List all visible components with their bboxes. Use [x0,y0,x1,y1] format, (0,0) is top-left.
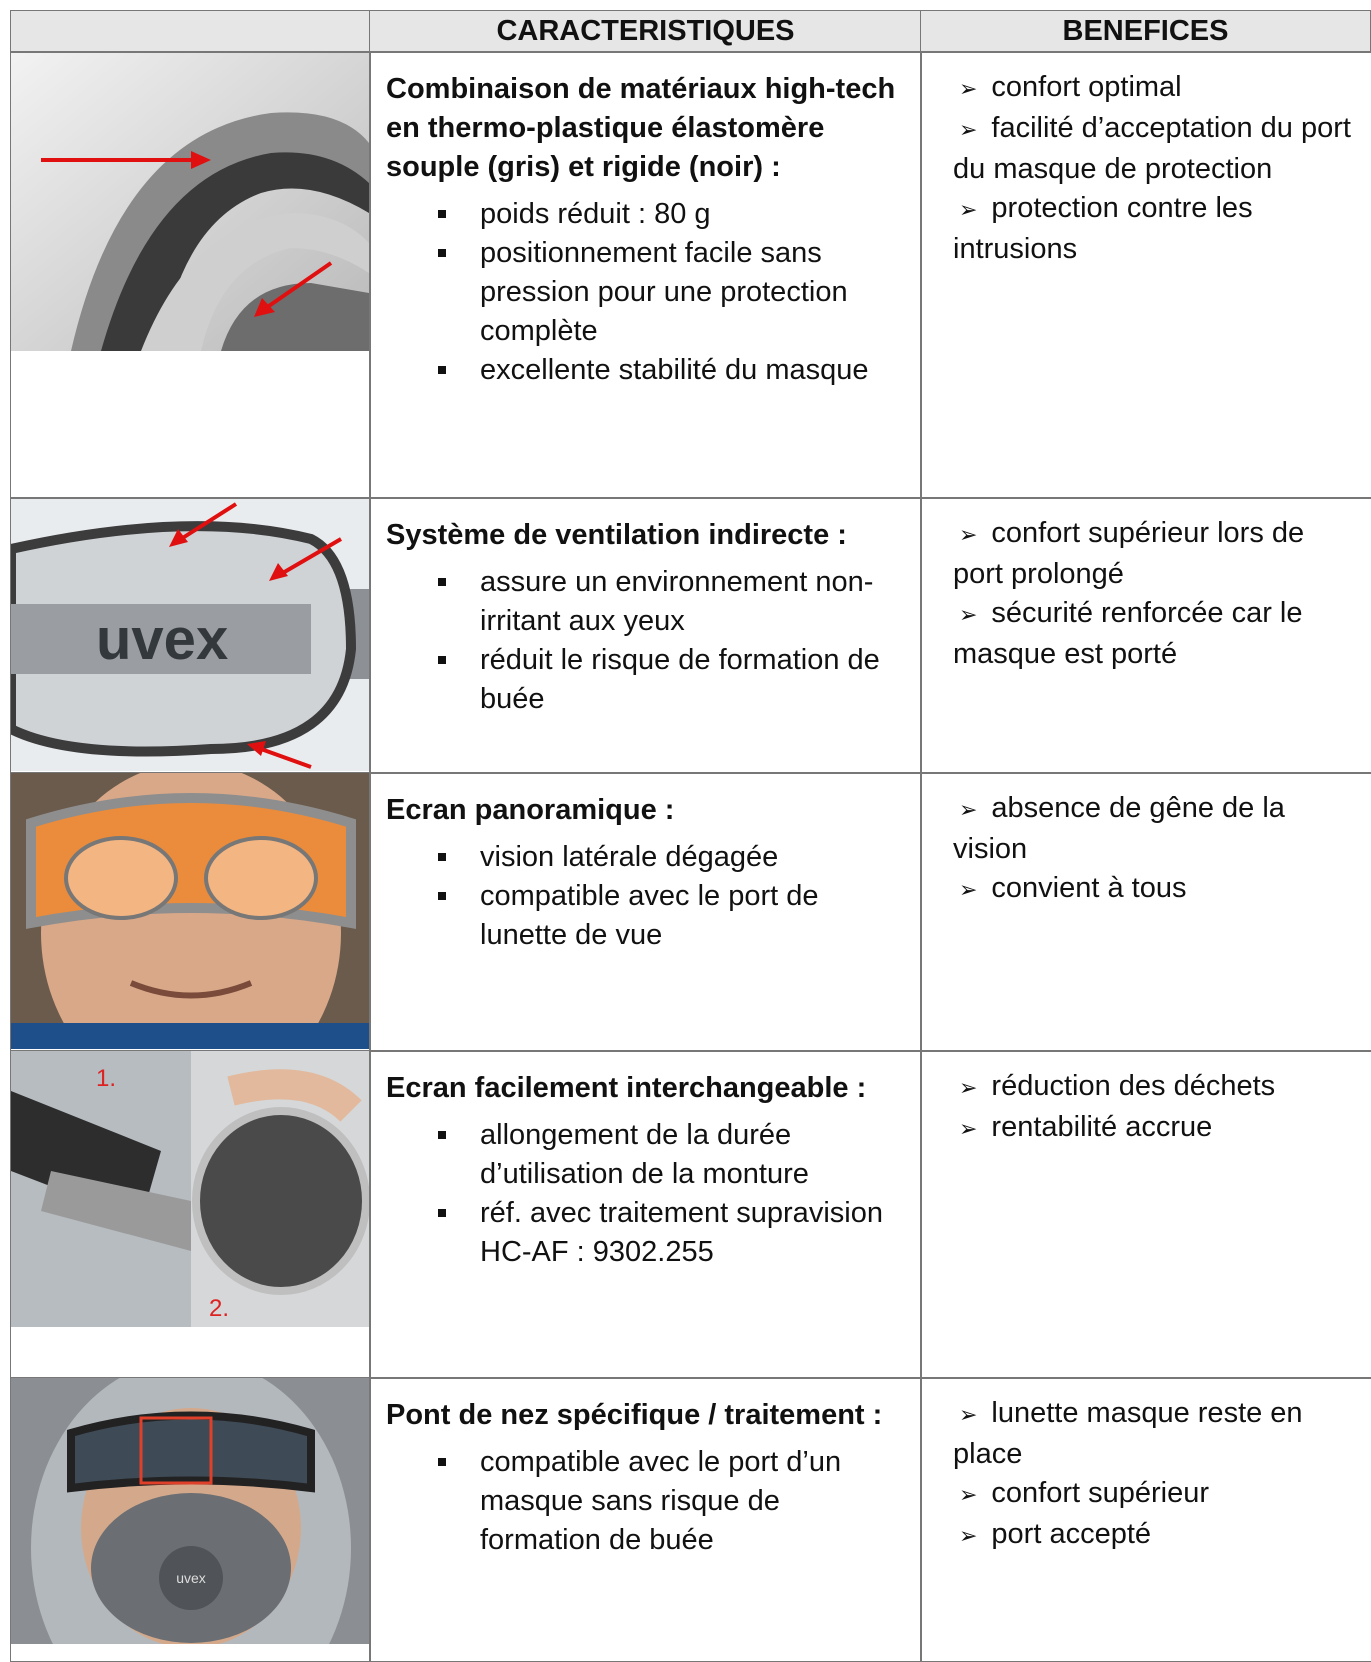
benefit-item: confort optimal [953,68,1362,109]
table-cell: Pont de nez spécifique / traitement : com… [369,1377,922,1662]
image-frame [11,53,369,351]
feature-list: poids réduit : 80 g positionnement facile… [386,195,905,390]
benefit-item: absence de gêne de la vision [953,789,1362,869]
benefit-item: convient à tous [953,869,1362,910]
benefit-item: confort supérieur lors de port prolongé [953,514,1362,594]
image-label: 2. [209,1295,229,1322]
table-cell: Ecran facilement interchangeable : allong… [369,1050,922,1379]
benefit-item: protection contre les intrusions [953,189,1362,269]
feature-title: Pont de nez spécifique / traitement : [386,1399,883,1431]
feature-item: allongement de la durée d’utilisation de… [438,1116,905,1194]
feature-item: excellente stabilité du masque [438,351,905,390]
table-cell: lunette masque reste en placeconfort sup… [920,1377,1371,1662]
benefit-item: sécurité renforcée car le masque est por… [953,594,1362,674]
header: CARACTERISTIQUES [369,10,922,53]
header: BENEFICES [920,10,1371,53]
benefit-item: facilité d’acceptation du port du masque… [953,109,1362,189]
feature-item: positionnement facile sans pression pour… [438,234,905,351]
feature-item: poids réduit : 80 g [438,195,905,234]
feature-list: allongement de la durée d’utilisation de… [386,1116,905,1272]
feature-title: Combinaison de matériaux high-tech en th… [386,73,896,183]
image-label: uvex [176,1570,206,1586]
feature-item: assure un environnement non-irritant aux… [438,563,905,641]
image-label: 1. [96,1065,116,1092]
image-label: uvex [96,607,228,672]
table-cell: Ecran panoramique : vision latérale dégag… [369,772,922,1052]
feature-item: vision latérale dégagée [438,838,905,877]
table-cell: Combinaison de matériaux high-tech en th… [369,51,922,499]
feature-item: réduit le risque de formation de buée [438,641,905,719]
table-cell: absence de gêne de la visionconvient à t… [920,772,1371,1052]
image-frame: 1. 2. [11,1051,369,1327]
feature-list: compatible avec le port d’un masque sans… [386,1443,905,1560]
image-frame [11,773,369,1049]
header-empty [10,10,371,53]
table-cell: confort supérieur lors de port prolongés… [920,497,1371,774]
benefit-item: confort supérieur [953,1474,1362,1515]
feature-title: Ecran facilement interchangeable : [386,1072,867,1104]
benefit-item: lunette masque reste en place [953,1394,1362,1474]
image-frame: uvex [11,499,369,771]
benefit-item: réduction des déchets [953,1067,1362,1108]
table-cell: réduction des déchetsrentabilité accrue [920,1050,1371,1379]
feature-item: compatible avec le port de lunette de vu… [438,877,905,955]
feature-list: assure un environnement non-irritant aux… [386,563,905,719]
table-cell: Système de ventilation indirecte : assure… [369,497,922,774]
table-cell [10,51,371,499]
feature-title: Ecran panoramique : [386,794,675,826]
image-frame: uvex [11,1378,369,1644]
benefit-item: rentabilité accrue [953,1108,1362,1149]
table-cell: confort optimalfacilité d’acceptation du… [920,51,1371,499]
benefit-item: port accepté [953,1515,1362,1556]
feature-item: compatible avec le port d’un masque sans… [438,1443,905,1560]
feature-item: réf. avec traitement supravision HC-AF :… [438,1194,905,1272]
feature-list: vision latérale dégagée compatible avec l… [386,838,905,955]
feature-title: Système de ventilation indirecte : [386,519,847,551]
